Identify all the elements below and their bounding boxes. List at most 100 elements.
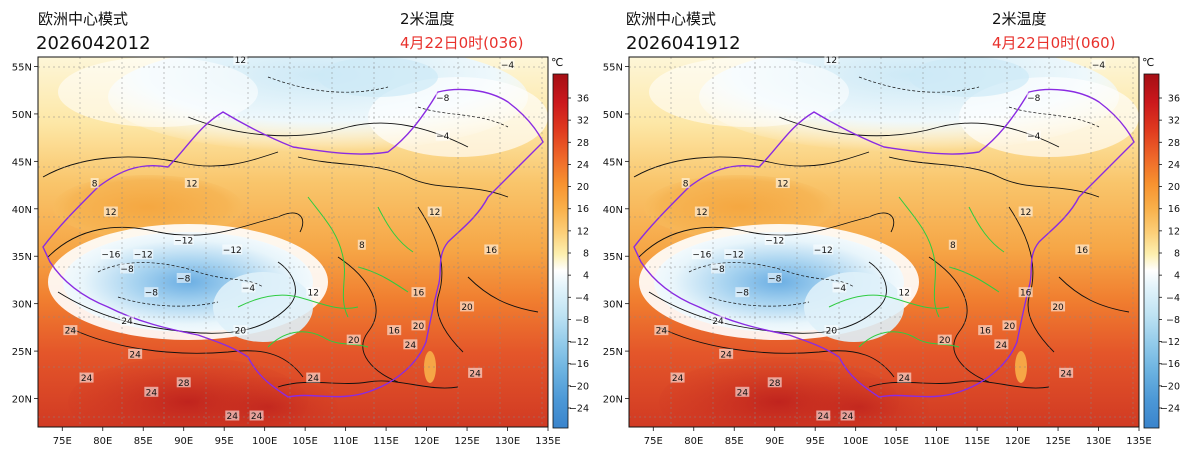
contour-label: 24 bbox=[129, 350, 141, 360]
lon-tick-label: 85E bbox=[134, 436, 153, 447]
lat-tick-label: 35N bbox=[12, 252, 32, 263]
contour-label: 24 bbox=[656, 327, 668, 337]
colorbar-tick-label: 16 bbox=[577, 204, 589, 215]
contour-label: 12 bbox=[696, 208, 707, 218]
contour-label: 8 bbox=[359, 241, 365, 251]
lat-tick-label: 50N bbox=[12, 110, 32, 121]
contour-label-bg bbox=[411, 287, 426, 298]
colorbar-tick-label: −16 bbox=[1160, 359, 1180, 370]
contour-label: 24 bbox=[672, 374, 684, 384]
contour-label-bg bbox=[133, 249, 154, 260]
lat-tick-label: 20N bbox=[603, 395, 623, 406]
lon-tick-label: 120E bbox=[414, 436, 439, 447]
contour-label-bg bbox=[233, 54, 248, 65]
lon-tick-label: 75E bbox=[644, 436, 663, 447]
lat-tick-label: 55N bbox=[603, 62, 623, 73]
contour-label: 24 bbox=[818, 412, 830, 422]
contour-label: −4 bbox=[501, 61, 515, 71]
contour-label: 20 bbox=[413, 322, 425, 332]
contour-label-bg bbox=[176, 377, 191, 388]
lon-tick-label: 135E bbox=[1126, 436, 1151, 447]
colorbar-tick-label: −12 bbox=[569, 337, 589, 348]
run-time: 2026042012 bbox=[36, 33, 151, 54]
contour-label: −8 bbox=[1027, 94, 1041, 104]
lon-tick-label: 125E bbox=[1045, 436, 1070, 447]
contour-label: −12 bbox=[814, 246, 833, 256]
colorbar-tick-label: 12 bbox=[1168, 226, 1180, 237]
colorbar-tick-label: 4 bbox=[583, 271, 589, 282]
contour-label: 24 bbox=[65, 327, 77, 337]
colorbar: ℃ 36 32 28 24 20 16 12 8 4 −4 −8 −12 −16 −20 −24 bbox=[1142, 56, 1180, 429]
lat-tick-label: 45N bbox=[603, 157, 623, 168]
contour-label-bg bbox=[1002, 320, 1017, 331]
contour-label-bg bbox=[767, 377, 782, 388]
contour-label: −8 bbox=[736, 289, 750, 299]
lat-tick-label: 30N bbox=[12, 300, 32, 311]
lat-tick-label: 45N bbox=[12, 157, 32, 168]
contour-label: 28 bbox=[178, 379, 190, 389]
contour-label: −12 bbox=[765, 237, 784, 247]
model-name: 欧洲中心模式 bbox=[626, 10, 716, 28]
contour-label-bg bbox=[1091, 59, 1106, 70]
contour-label: −12 bbox=[223, 246, 242, 256]
lat-tick-label: 50N bbox=[603, 110, 623, 121]
contour-label-bg bbox=[1026, 130, 1041, 141]
colorbar-tick-label: 20 bbox=[1168, 182, 1180, 193]
lat-tick-label: 30N bbox=[603, 300, 623, 311]
contour-label: −8 bbox=[768, 274, 782, 284]
lat-tick-label: 25N bbox=[603, 347, 623, 358]
colorbar-unit: ℃ bbox=[1142, 56, 1154, 69]
lat-tick-label: 55N bbox=[12, 62, 32, 73]
lon-tick-label: 110E bbox=[333, 436, 358, 447]
contour-label-bg bbox=[816, 410, 831, 421]
contour-label-bg bbox=[468, 367, 483, 378]
contour-label-bg bbox=[694, 206, 709, 217]
contour-label: 24 bbox=[469, 369, 481, 379]
contour-label-bg bbox=[735, 386, 750, 397]
contour-label: −4 bbox=[242, 284, 256, 294]
map-panel-left: 欧洲中心模式 2026042012 2米温度 4月22日0时(036) 2424… bbox=[12, 10, 589, 447]
colorbar-tick-label: −4 bbox=[575, 293, 589, 304]
colorbar-tick-label: −16 bbox=[569, 359, 589, 370]
contour-label: −8 bbox=[436, 94, 450, 104]
lat-tick-label: 40N bbox=[12, 205, 32, 216]
contour-label-bg bbox=[654, 325, 669, 336]
contour-label-bg bbox=[824, 54, 839, 65]
contour-label-bg bbox=[233, 325, 248, 336]
contour-label-bg bbox=[427, 206, 442, 217]
colorbar-tick-label: 32 bbox=[1168, 116, 1180, 127]
contour-label: 20 bbox=[826, 327, 838, 337]
contour-label: 20 bbox=[235, 327, 247, 337]
contour-label-bg bbox=[948, 239, 957, 250]
contour-label-bg bbox=[411, 320, 426, 331]
contour-label: 20 bbox=[1004, 322, 1016, 332]
contour-label-bg bbox=[435, 92, 450, 103]
map-frame bbox=[37, 56, 549, 428]
lon-tick-label: 100E bbox=[252, 436, 277, 447]
colorbar-tick-label: 8 bbox=[1174, 249, 1180, 260]
variable-label: 2米温度 bbox=[992, 10, 1047, 28]
latitude-axis: 20N 25N 30N 35N 40N 45N 50N 55N bbox=[12, 62, 38, 406]
colorbar-tick-label: 12 bbox=[577, 226, 589, 237]
contour-label-bg bbox=[994, 339, 1009, 350]
contour-label: 8 bbox=[92, 180, 98, 190]
contour-label-bg bbox=[724, 249, 745, 260]
contour-label-bg bbox=[1026, 92, 1041, 103]
contour-label: −12 bbox=[174, 237, 193, 247]
lon-tick-label: 80E bbox=[93, 436, 112, 447]
contour-label: 20 bbox=[461, 303, 473, 313]
contour-label: 28 bbox=[769, 379, 781, 389]
contour-label-bg bbox=[1051, 301, 1066, 312]
contour-label-bg bbox=[403, 339, 418, 350]
contour-label: 12 bbox=[235, 56, 246, 66]
contour-labels: 24 24 28 24 24 24 24 24 24 24 24 20 20 20 20 16 16 16 12 12… bbox=[654, 54, 1106, 422]
lon-tick-label: 130E bbox=[1086, 436, 1111, 447]
contour-label: −4 bbox=[1027, 132, 1041, 142]
variable-label: 2米温度 bbox=[400, 10, 455, 28]
lon-tick-label: 110E bbox=[924, 436, 949, 447]
contour-label: 16 bbox=[486, 246, 498, 256]
contour-label: 12 bbox=[429, 208, 440, 218]
contour-label-bg bbox=[225, 410, 240, 421]
longitude-axis: 75E 80E 85E 90E 95E 100E 105E 110E 115E 120E 125E 1… bbox=[644, 427, 1152, 447]
